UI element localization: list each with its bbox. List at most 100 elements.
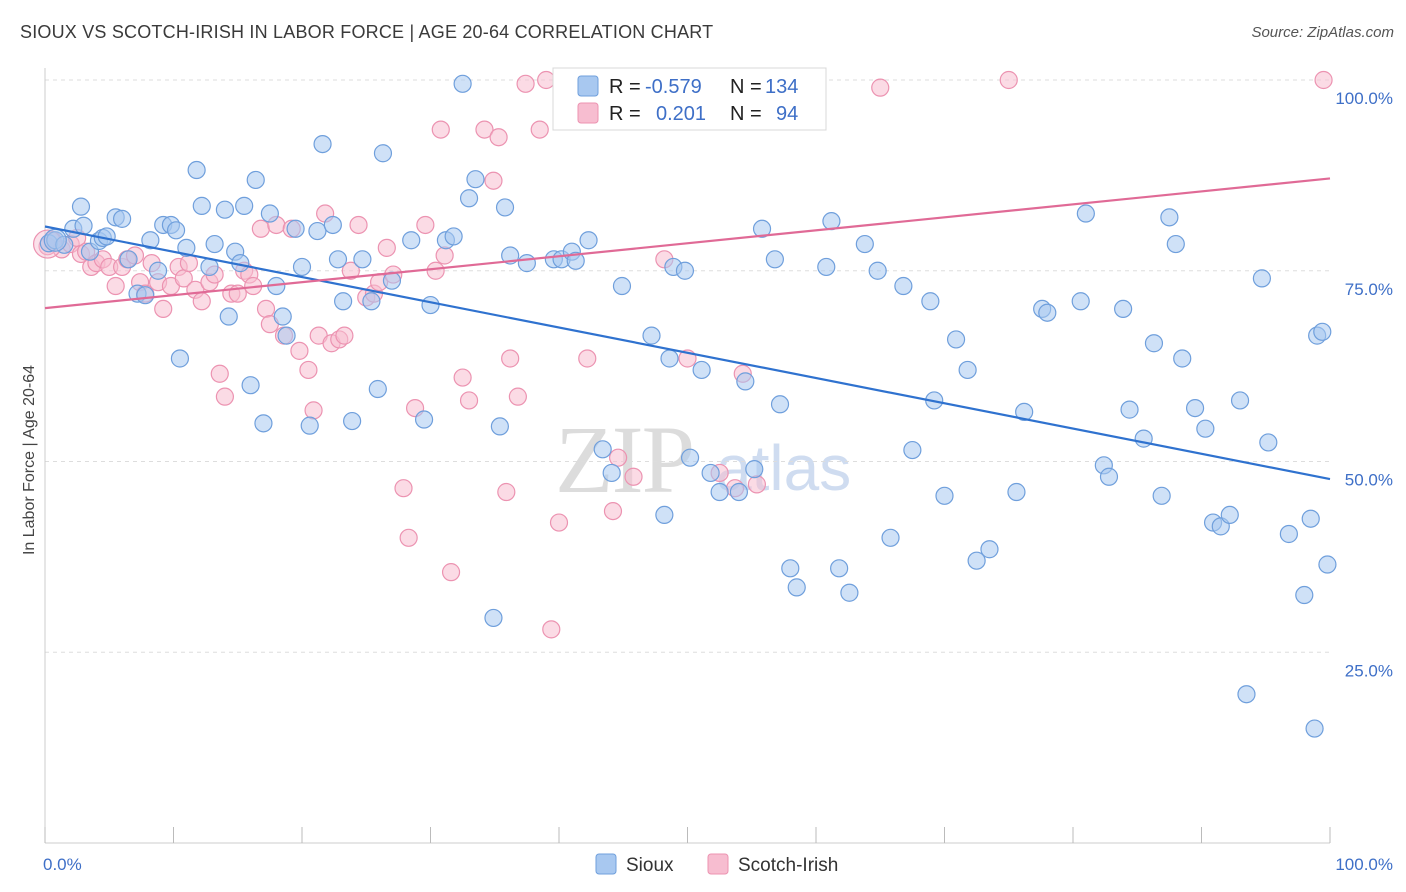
sioux-point [414,410,434,429]
scotch-irish-point [537,70,556,90]
sioux-point [1038,303,1057,322]
sioux-point [602,463,621,483]
legend-r-label-sioux: R = [609,76,641,98]
scotch-irish-point [426,261,445,280]
sioux-point [343,411,362,431]
sioux-point [1220,505,1239,525]
scotch-irish-point [578,349,597,368]
scotch-irish-point [1314,70,1333,90]
sioux-point [787,578,806,597]
sioux-point [286,219,305,238]
scotch-irish-point [256,299,276,318]
sioux-point [566,251,585,270]
legend-r-value-scotch-irish: 0.201 [656,103,706,125]
sioux-point [323,215,342,235]
y-tick-label: 75.0% [1345,280,1393,299]
sioux-point [192,196,211,215]
scotch-irish-point [210,364,229,383]
sioux-point [373,144,393,163]
axes: 25.0% 50.0% 75.0% 100.0% 0.0% 100.0% [43,68,1393,874]
sioux-point [830,559,849,578]
sioux-point [1007,482,1026,502]
sioux-point [1166,234,1185,254]
sioux-point [680,448,700,467]
scotch-irish-point [154,299,173,318]
scotch-irish-point [459,391,479,410]
scotch-irish-point [542,620,561,639]
scotch-irish-point [251,219,270,238]
scotch-irish-points [32,70,1333,639]
sioux-point [967,551,986,570]
bottom-legend-swatch-scotch-irish [707,853,729,875]
scotch-irish-point [497,482,516,502]
scotch-irish-point [192,292,211,311]
sioux-point [368,379,387,399]
scotch-irish-point [441,563,461,582]
sioux-point [855,234,874,254]
sioux-point [1120,400,1139,419]
scotch-irish-point [530,120,549,139]
sioux-point [1152,486,1171,505]
sioux-point [362,292,381,311]
scotch-irish-point [399,528,418,547]
sioux-point [273,307,292,326]
sioux-point [215,200,234,219]
sioux-point [166,221,186,240]
sioux-point [935,486,954,505]
sioux-point [421,295,440,315]
bottom-legend-label-sioux: Sioux [626,855,674,876]
sioux-point [579,231,598,250]
sioux-point [612,276,632,296]
sioux-point [187,160,206,180]
x-tick-label: 100.0% [1335,855,1393,874]
scotch-irish-point [999,70,1018,90]
scotch-irish-point [416,215,435,235]
series-legend: Sioux Scotch-Irish [595,853,838,876]
sioux-point [655,505,674,525]
sioux-point [402,231,421,250]
sioux-point [642,326,661,345]
sioux-point [459,189,479,208]
sioux-point [701,463,720,483]
sioux-point [840,583,859,602]
sioux-point [313,134,332,154]
sioux-point [353,250,372,269]
sioux-point [246,170,265,190]
sioux-point [1305,719,1324,738]
sioux-point [277,326,296,345]
sioux-point [71,197,91,216]
sioux-point [1099,467,1119,486]
sioux-point [1185,398,1205,418]
scotch-irish-trend-line [44,177,1331,310]
sioux-point [1252,269,1271,288]
sioux-point [958,360,977,380]
sioux-point [254,414,273,433]
scotch-irish-point [299,360,318,380]
scotch-irish-point [290,341,309,360]
scotch-irish-point [435,246,454,265]
legend-r-label-scotch-irish: R = [609,103,641,125]
sioux-point [1173,349,1192,368]
legend-n-value-scotch-irish: 94 [776,103,798,125]
sioux-point [495,198,515,217]
sioux-point [466,170,485,189]
sioux-point [745,460,764,479]
trend-lines [44,177,1331,481]
sioux-point [903,440,922,460]
sioux-point [675,261,695,280]
scotch-irish-point [609,448,628,467]
scotch-irish-point [549,513,569,532]
scotch-irish-point [508,387,527,406]
sioux-point [692,360,711,380]
sioux-trend-line [44,225,1331,481]
sioux-point [334,292,353,311]
scotch-irish-point [215,387,234,406]
sioux-point [736,372,755,391]
sioux-point [241,376,260,395]
sioux-point [894,276,913,296]
sioux-point [484,608,503,628]
sioux-point [1259,433,1278,452]
sioux-point [921,292,940,311]
sioux-point [308,221,327,241]
chart-title: SIOUX VS SCOTCH-IRISH IN LABOR FORCE | A… [20,22,714,42]
